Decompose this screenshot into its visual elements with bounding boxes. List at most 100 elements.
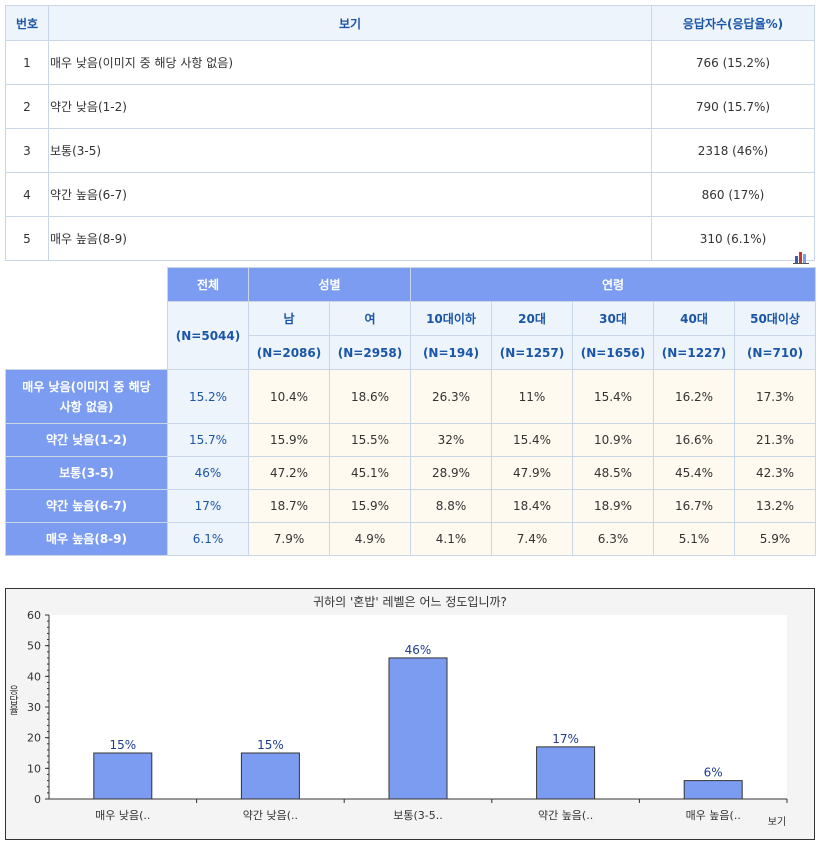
cell-value: 18.6% bbox=[329, 369, 411, 424]
y-tick-label: 20 bbox=[27, 732, 41, 745]
cell-value: 42.3% bbox=[733, 456, 817, 490]
y-axis-label-char: 답 bbox=[9, 695, 18, 707]
cell-value: 18.7% bbox=[248, 489, 330, 523]
cell-value: 45.4% bbox=[653, 456, 735, 490]
cell-value: 7.4% bbox=[491, 522, 573, 556]
cell-total: 15.2% bbox=[167, 369, 249, 424]
row-header: 약간 낮음(1-2) bbox=[5, 423, 168, 457]
row-header-line: 약간 높음(6-7) bbox=[46, 499, 127, 513]
x-tick-label: 매우 낮음(.. bbox=[95, 809, 150, 822]
cell-value: 18.9% bbox=[572, 489, 654, 523]
n-female: (N=2958) bbox=[329, 335, 411, 370]
col-age-20s: 20대 bbox=[491, 301, 573, 336]
col-age-50s: 50대이상 bbox=[733, 301, 817, 336]
cell-value: 28.9% bbox=[410, 456, 492, 490]
options-table: 번호 보기 응답자수(응답율%) 1 매우 낮음(이미지 중 해당 사항 없음)… bbox=[5, 5, 815, 261]
bar-chart: 귀하의 '혼밥' 레벨은 어느 정도입니까? 보기 0 10 20 30 40 50 60 응… bbox=[5, 588, 815, 840]
cell-value: 15.4% bbox=[491, 423, 573, 457]
bar-chart-icon[interactable] bbox=[792, 250, 810, 264]
x-tick-label: 보통(3-5.. bbox=[393, 809, 443, 822]
cell-value: 45.1% bbox=[329, 456, 411, 490]
table-row: 보통(3-5) 46% 47.2% 45.1% 28.9% 47.9% 48.5% 45.4%… bbox=[5, 456, 817, 490]
gender-header: 성별 bbox=[248, 267, 411, 302]
cell-value: 16.7% bbox=[653, 489, 735, 523]
row-label: 약간 높음(6-7) bbox=[48, 172, 652, 217]
bar bbox=[93, 752, 153, 800]
cell-value: 21.3% bbox=[733, 423, 817, 457]
row-count: 860 (17%) bbox=[651, 172, 815, 217]
bar bbox=[536, 746, 596, 800]
n-male: (N=2086) bbox=[248, 335, 330, 370]
cell-total: 46% bbox=[167, 456, 249, 490]
col-male: 남 bbox=[248, 301, 330, 336]
row-header-line: 사항 없음) bbox=[59, 399, 114, 414]
cell-value: 18.4% bbox=[491, 489, 573, 523]
row-header-line: 약간 낮음(1-2) bbox=[46, 433, 127, 447]
row-label: 약간 낮음(1-2) bbox=[48, 84, 652, 129]
options-table-header: 번호 보기 응답자수(응답율%) bbox=[5, 5, 815, 41]
cell-total: 17% bbox=[167, 489, 249, 523]
y-tick-label: 60 bbox=[27, 609, 41, 622]
cell-value: 16.6% bbox=[653, 423, 735, 457]
cell-total: 15.7% bbox=[167, 423, 249, 457]
row-count: 2318 (46%) bbox=[651, 128, 815, 173]
row-header-line: 매우 높음(8-9) bbox=[46, 532, 127, 546]
row-count: 790 (15.7%) bbox=[651, 84, 815, 129]
cell-value: 4.1% bbox=[410, 522, 492, 556]
cell-value: 26.3% bbox=[410, 369, 492, 424]
cross-table: 전체 성별 연령 (N=5044) 남 여 10대이하 20대 30대 40대 … bbox=[5, 267, 817, 556]
cell-total: 6.1% bbox=[167, 522, 249, 556]
cell-value: 15.9% bbox=[329, 489, 411, 523]
x-axis-label: 보기 bbox=[768, 816, 786, 828]
table-row: 매우 높음(8-9) 6.1% 7.9% 4.9% 4.1% 7.4% 6.3% 5.1% 5.… bbox=[5, 522, 817, 556]
cell-value: 47.9% bbox=[491, 456, 573, 490]
chart-title: 귀하의 '혼밥' 레벨은 어느 정도입니까? bbox=[313, 595, 507, 609]
cell-value: 7.9% bbox=[248, 522, 330, 556]
row-count: 310 (6.1%) bbox=[651, 216, 815, 261]
data-label: 15% bbox=[257, 738, 284, 752]
row-no: 5 bbox=[5, 216, 49, 261]
total-n: (N=5044) bbox=[167, 301, 249, 370]
row-no: 2 bbox=[5, 84, 49, 129]
n-age-30s: (N=1656) bbox=[572, 335, 654, 370]
row-no: 3 bbox=[5, 128, 49, 173]
table-row: 2 약간 낮음(1-2) 790 (15.7%) bbox=[5, 84, 815, 129]
cell-value: 4.9% bbox=[329, 522, 411, 556]
cell-value: 15.4% bbox=[572, 369, 654, 424]
bar bbox=[240, 752, 300, 800]
row-label: 보통(3-5) bbox=[48, 128, 652, 173]
header-count: 응답자수(응답율%) bbox=[651, 5, 815, 41]
cell-value: 48.5% bbox=[572, 456, 654, 490]
y-tick-label: 0 bbox=[34, 793, 41, 806]
total-header: 전체 bbox=[167, 267, 249, 302]
bar-chart-svg: 귀하의 '혼밥' 레벨은 어느 정도입니까? 보기 0 10 20 30 40 50 60 응… bbox=[9, 595, 788, 828]
n-age-50s: (N=710) bbox=[733, 335, 817, 370]
col-age-30s: 30대 bbox=[572, 301, 654, 336]
y-tick-label: 30 bbox=[27, 701, 41, 714]
corner-blank bbox=[5, 267, 168, 370]
cell-value: 8.8% bbox=[410, 489, 492, 523]
header-no: 번호 bbox=[5, 5, 49, 41]
row-header: 약간 높음(6-7) bbox=[5, 489, 168, 523]
data-label: 15% bbox=[109, 738, 136, 752]
row-header-line: 매우 낮음(이미지 중 해당 bbox=[22, 379, 151, 394]
n-age-10s: (N=194) bbox=[410, 335, 492, 370]
cell-value: 47.2% bbox=[248, 456, 330, 490]
data-label: 46% bbox=[405, 643, 432, 657]
cell-value: 32% bbox=[410, 423, 492, 457]
cell-value: 5.1% bbox=[653, 522, 735, 556]
cell-value: 15.5% bbox=[329, 423, 411, 457]
table-row: 4 약간 높음(6-7) 860 (17%) bbox=[5, 172, 815, 217]
y-axis-label-char: 율 bbox=[9, 705, 18, 717]
age-header: 연령 bbox=[409, 267, 817, 302]
row-header: 매우 높음(8-9) bbox=[5, 522, 168, 556]
col-age-10s: 10대이하 bbox=[410, 301, 492, 336]
row-no: 4 bbox=[5, 172, 49, 217]
col-female: 여 bbox=[329, 301, 411, 336]
cell-value: 13.2% bbox=[733, 489, 817, 523]
data-label: 17% bbox=[552, 732, 579, 746]
row-no: 1 bbox=[5, 40, 49, 85]
data-label: 6% bbox=[704, 766, 723, 780]
cell-value: 10.9% bbox=[572, 423, 654, 457]
